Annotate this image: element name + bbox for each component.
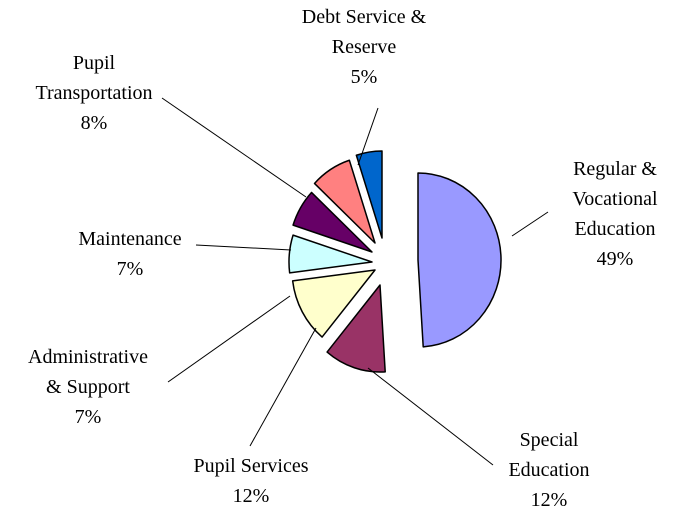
slice-label-pupil-transportation: Pupil [73, 52, 116, 74]
slice-value-regular-and-vocational-education: 49% [597, 248, 634, 270]
slice-value-debt-service-and-reserve: 5% [351, 66, 378, 88]
slice-label-maintenance: Maintenance [78, 228, 181, 250]
pie-slice-regular-and-vocational-education [417, 172, 502, 348]
slice-label-regular-and-vocational-education: Regular & [573, 158, 657, 180]
pie-slice-maintenance [292, 191, 373, 253]
leader-line-debt-service-and-reserve [357, 107, 379, 166]
leader-line-pupil-services [249, 327, 317, 447]
pie-slice-special-education [326, 284, 386, 373]
slice-label-debt-service-and-reserve: Reserve [332, 36, 397, 58]
slice-label-regular-and-vocational-education: Vocational [572, 188, 658, 210]
slice-value-maintenance: 7% [117, 258, 144, 280]
slice-label-special-education: Education [508, 459, 589, 481]
slice-label-administrative-and-support: & Support [46, 376, 130, 398]
slice-value-pupil-services: 12% [233, 485, 270, 507]
slice-label-regular-and-vocational-education: Education [574, 218, 655, 240]
leader-line-administrative-and-support [167, 295, 291, 383]
slice-value-pupil-transportation: 8% [81, 112, 108, 134]
slice-label-pupil-services: Pupil Services [194, 455, 309, 477]
pie-slice-administrative-and-support [288, 234, 373, 274]
slice-label-pupil-transportation: Transportation [35, 82, 152, 104]
slice-label-debt-service-and-reserve: Debt Service & [302, 6, 427, 28]
pie-slice-pupil-services [291, 269, 376, 338]
slice-label-special-education: Special [520, 429, 579, 451]
leader-line-special-education [367, 367, 494, 466]
pie-slice-pupil-transportation [313, 159, 376, 244]
leader-line-regular-and-vocational-education [511, 211, 549, 237]
slice-value-administrative-and-support: 7% [75, 406, 102, 428]
slice-label-administrative-and-support: Administrative [28, 346, 148, 368]
leader-line-maintenance [195, 244, 292, 251]
leader-line-pupil-transportation [161, 97, 307, 198]
slice-value-special-education: 12% [531, 489, 568, 511]
pie-slice-debt-service-and-reserve [355, 150, 383, 239]
